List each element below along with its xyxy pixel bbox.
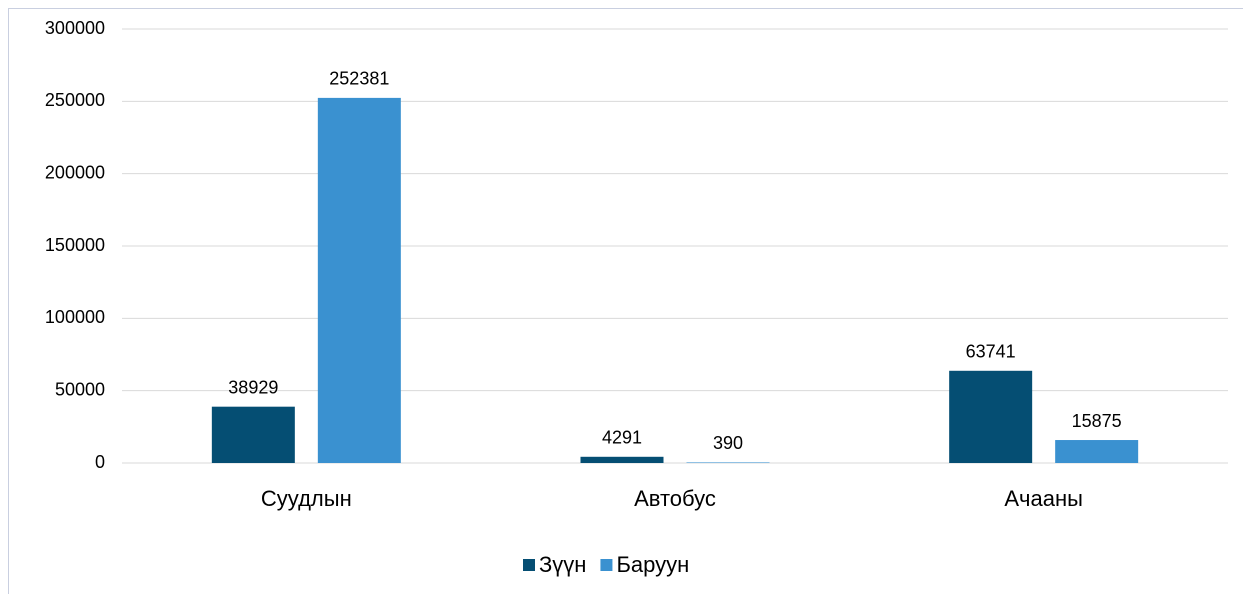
bar xyxy=(1055,440,1139,463)
y-tick-label: 50000 xyxy=(55,379,105,399)
legend-label: Баруун xyxy=(616,552,689,577)
legend-label: Зүүн xyxy=(539,552,586,577)
legend-swatch xyxy=(600,559,613,571)
x-tick-label: Суудлын xyxy=(261,486,352,511)
y-tick-label: 100000 xyxy=(45,307,105,327)
bar xyxy=(580,456,664,463)
data-label: 38929 xyxy=(228,377,278,397)
y-tick-label: 300000 xyxy=(45,18,105,38)
x-tick-label: Автобус xyxy=(634,486,716,511)
data-label: 63741 xyxy=(966,342,1016,362)
x-tick-label: Ачааны xyxy=(1004,486,1083,511)
y-tick-label: 200000 xyxy=(45,162,105,182)
data-label: 15875 xyxy=(1072,411,1122,431)
chart-frame xyxy=(8,8,1243,594)
data-label: 252381 xyxy=(329,69,389,89)
data-label: 390 xyxy=(713,433,743,453)
bar xyxy=(686,462,770,463)
y-tick-label: 150000 xyxy=(45,235,105,255)
legend-swatch xyxy=(523,559,535,571)
bar xyxy=(949,370,1033,463)
bar xyxy=(317,97,401,463)
bar xyxy=(211,406,295,463)
data-label: 4291 xyxy=(602,428,642,448)
y-tick-label: 0 xyxy=(95,452,105,472)
y-tick-label: 250000 xyxy=(45,90,105,110)
